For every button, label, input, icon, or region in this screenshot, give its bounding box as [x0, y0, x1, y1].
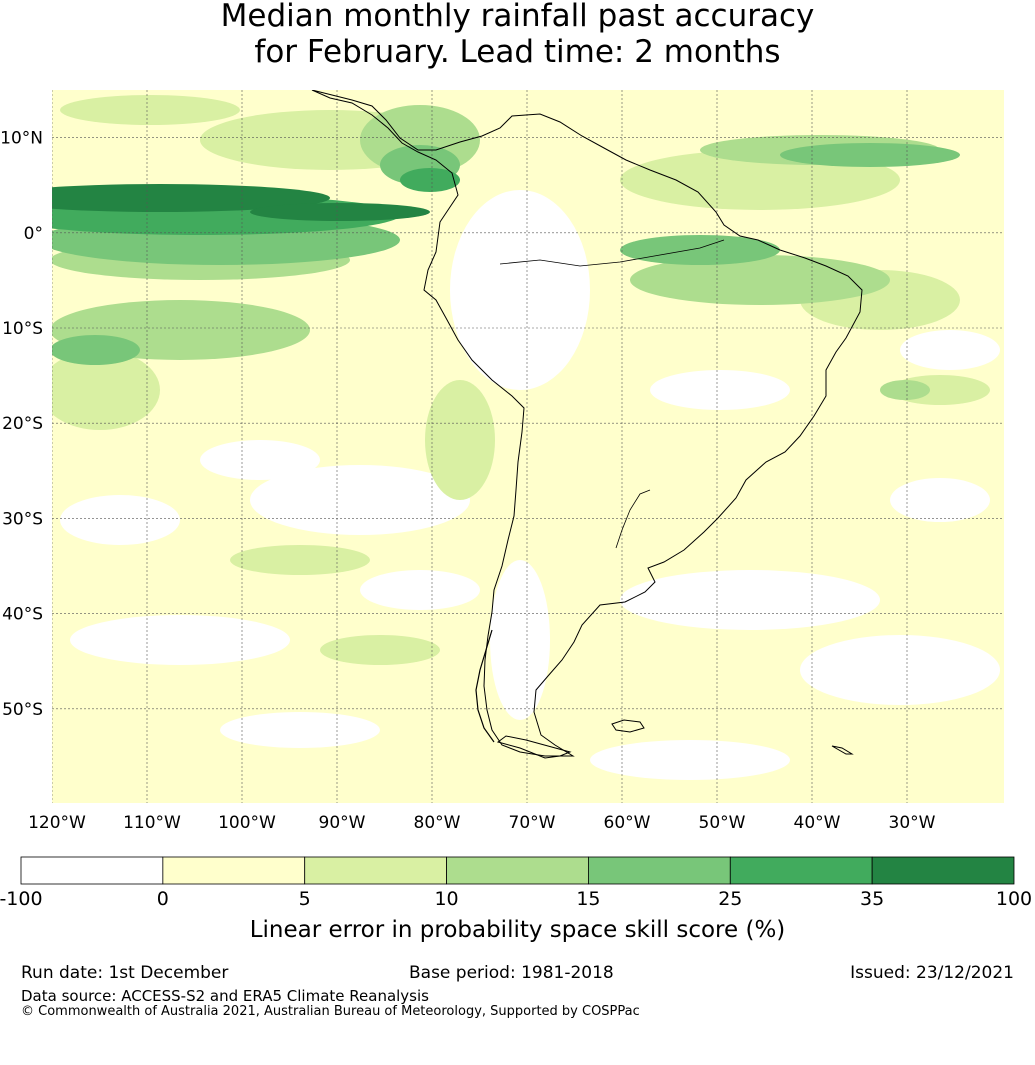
longitude-labels: 120°W 110°W 100°W 90°W 80°W 70°W 60°W 50°W 40°W 3…	[28, 813, 936, 833]
skill-patch	[60, 95, 240, 125]
rio-de-la-plata	[615, 489, 651, 549]
issued-date: Issued: 23/12/2021	[850, 963, 1014, 983]
colorbar-tick-label: 15	[576, 888, 601, 910]
colorbar-segment	[446, 856, 589, 885]
latitude-label: 20°S	[2, 414, 43, 434]
longitude-label: 40°W	[794, 813, 841, 833]
colorbar-tick-label: 0	[156, 888, 169, 910]
skill-patch	[320, 635, 440, 665]
skill-5-10-patches	[52, 95, 990, 665]
colorbar-segment	[871, 856, 1015, 885]
data-source: Data source: ACCESS-S2 and ERA5 Climate …	[21, 987, 429, 1005]
no-skill-patch	[60, 495, 180, 545]
no-skill-patch	[220, 712, 380, 748]
falkland-islands	[611, 719, 645, 733]
skill-patch	[880, 380, 930, 400]
no-skill-patch	[360, 570, 480, 610]
longitude-label: 90°W	[319, 813, 366, 833]
colorbar-segment	[729, 856, 873, 885]
colorbar-tick-label: 25	[718, 888, 743, 910]
colorbar-tick-label: 5	[298, 888, 311, 910]
no-skill-patch	[450, 190, 590, 390]
latitude-label: 10°S	[2, 319, 43, 339]
longitude-label: 70°W	[509, 813, 556, 833]
no-skill-patch	[650, 370, 790, 410]
colorbar-tick-label: -100	[0, 888, 43, 910]
skill-patch	[620, 235, 780, 265]
skill-patch	[630, 255, 890, 305]
run-date: Run date: 1st December	[21, 963, 229, 983]
skill-35-100-patches	[52, 184, 430, 221]
latitude-label: 50°S	[2, 700, 43, 720]
skill-patch	[400, 168, 460, 192]
longitude-label: 30°W	[889, 813, 936, 833]
longitude-label: 80°W	[414, 813, 461, 833]
colorbar-tick-label: 35	[860, 888, 885, 910]
colorbar-segment	[20, 856, 164, 885]
no-skill-patch	[200, 440, 320, 480]
copyright: © Commonwealth of Australia 2021, Austra…	[21, 1004, 640, 1019]
gridlines	[52, 90, 1004, 803]
amazon-river	[499, 239, 725, 267]
skill-patch	[780, 143, 960, 167]
colorbar-title: Linear error in probability space skill …	[249, 917, 786, 943]
base-period: Base period: 1981-2018	[409, 963, 614, 983]
latitude-label: 0°	[24, 224, 43, 244]
skill-patch	[230, 545, 370, 575]
south-georgia	[831, 745, 854, 755]
skill-patch	[250, 203, 430, 221]
no-skill-patch	[900, 330, 1000, 370]
no-skill-patch	[70, 615, 290, 665]
chart-title-line-1: Median monthly rainfall past accuracy	[220, 0, 815, 34]
colorbar-segment	[162, 856, 306, 885]
latitude-label: 30°S	[2, 509, 43, 529]
colorbar-segment	[588, 856, 731, 885]
chart-title-line-2: for February. Lead time: 2 months	[254, 34, 781, 70]
no-skill-patch	[590, 740, 790, 780]
skill-patch	[52, 184, 330, 212]
no-skill-patch	[800, 635, 1000, 705]
skill-patch	[425, 380, 495, 500]
latitude-label: 10°N	[0, 129, 43, 149]
colorbar-tick-label: 100	[995, 888, 1033, 910]
longitude-label: 110°W	[123, 813, 181, 833]
no-skill-patch	[490, 560, 550, 720]
no-skill-patch	[620, 570, 880, 630]
south-america-coastline	[311, 90, 863, 757]
longitude-label: 50°W	[699, 813, 746, 833]
colorbar	[20, 856, 1015, 885]
longitude-label: 100°W	[218, 813, 276, 833]
latitude-labels: 10°N 0° 10°S 20°S 30°S 40°S 50°S	[0, 129, 43, 720]
no-skill-patches	[60, 190, 1000, 780]
no-skill-patch	[250, 465, 470, 535]
tierra-del-fuego	[496, 735, 572, 759]
longitude-label: 120°W	[28, 813, 86, 833]
no-skill-patch	[890, 478, 990, 522]
skill-patch	[52, 350, 160, 430]
latitude-label: 40°S	[2, 605, 43, 625]
colorbar-segment	[304, 856, 447, 885]
longitude-label: 60°W	[604, 813, 651, 833]
chile-fjords	[475, 629, 495, 743]
colorbar-tick-label: 10	[434, 888, 459, 910]
skill-patch	[52, 335, 140, 365]
